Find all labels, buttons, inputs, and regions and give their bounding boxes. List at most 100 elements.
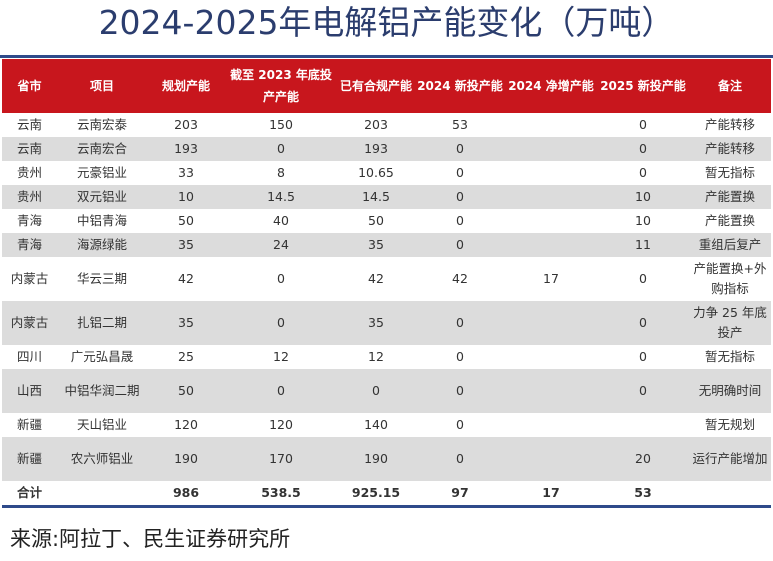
table-cell [505, 233, 597, 257]
table-cell: 扎铝二期 [57, 301, 147, 345]
header-province: 省市 [2, 59, 57, 113]
header-row: 省市 项目 规划产能 截至 2023 年底投产产能 已有合规产能 2024 新投… [2, 59, 771, 113]
table-cell: 170 [225, 437, 337, 481]
table-cell: 0 [415, 437, 505, 481]
table-cell [505, 369, 597, 413]
table-cell: 10 [597, 185, 689, 209]
table-cell: 25 [147, 345, 225, 369]
total-cell: 17 [505, 481, 597, 508]
table-cell: 产能置换+外购指标 [689, 257, 771, 301]
total-cell: 538.5 [225, 481, 337, 508]
header-2025-new-capacity: 2025 新投产能 [597, 59, 689, 113]
table-cell: 35 [147, 301, 225, 345]
total-row: 合计 986 538.5 925.15 97 17 53 [2, 481, 771, 508]
header-2024-net-increase: 2024 净增产能 [505, 59, 597, 113]
table-cell: 青海 [2, 209, 57, 233]
table-row: 内蒙古 扎铝二期 35 0 35 0 0 力争 25 年底投产 [2, 301, 771, 345]
table-cell [505, 209, 597, 233]
table-cell: 53 [415, 113, 505, 137]
table-row: 新疆 农六师铝业 190 170 190 0 20 运行产能增加 [2, 437, 771, 481]
table-cell: 0 [225, 369, 337, 413]
table-cell: 120 [147, 413, 225, 437]
table-cell: 150 [225, 113, 337, 137]
table-row: 贵州 元豪铝业 33 8 10.65 0 0 暂无指标 [2, 161, 771, 185]
table-cell: 云南宏合 [57, 137, 147, 161]
total-cell: 986 [147, 481, 225, 508]
table-cell: 暂无规划 [689, 413, 771, 437]
table-cell: 云南 [2, 137, 57, 161]
table-cell: 天山铝业 [57, 413, 147, 437]
table-cell: 0 [225, 257, 337, 301]
total-cell: 97 [415, 481, 505, 508]
table-cell: 华云三期 [57, 257, 147, 301]
header-compliant-capacity: 已有合规产能 [337, 59, 415, 113]
table-cell: 11 [597, 233, 689, 257]
table-cell: 190 [147, 437, 225, 481]
table-cell: 140 [337, 413, 415, 437]
table-cell: 193 [337, 137, 415, 161]
table-row: 内蒙古 华云三期 42 0 42 42 17 0 产能置换+外购指标 [2, 257, 771, 301]
table-cell: 产能置换 [689, 209, 771, 233]
table-cell: 0 [415, 345, 505, 369]
table-cell: 42 [337, 257, 415, 301]
table-cell: 0 [225, 301, 337, 345]
table-cell [597, 413, 689, 437]
table-cell: 中铝青海 [57, 209, 147, 233]
table-cell [505, 161, 597, 185]
table-cell: 35 [147, 233, 225, 257]
table-cell: 运行产能增加 [689, 437, 771, 481]
table-cell [505, 437, 597, 481]
table-cell: 35 [337, 233, 415, 257]
table-cell: 12 [337, 345, 415, 369]
top-rule [0, 55, 773, 58]
table-cell: 0 [337, 369, 415, 413]
table-cell: 10 [147, 185, 225, 209]
table-cell: 190 [337, 437, 415, 481]
total-cell: 925.15 [337, 481, 415, 508]
table-cell: 产能转移 [689, 113, 771, 137]
table-row: 山西 中铝华润二期 50 0 0 0 0 无明确时间 [2, 369, 771, 413]
table-row: 新疆 天山铝业 120 120 140 0 暂无规划 [2, 413, 771, 437]
table-cell: 四川 [2, 345, 57, 369]
header-2024-new-capacity: 2024 新投产能 [415, 59, 505, 113]
table-cell: 33 [147, 161, 225, 185]
table-cell [505, 301, 597, 345]
table-cell: 14.5 [225, 185, 337, 209]
table-cell: 重组后复产 [689, 233, 771, 257]
table-cell: 203 [147, 113, 225, 137]
table-cell: 暂无指标 [689, 161, 771, 185]
table-cell: 青海 [2, 233, 57, 257]
table-cell: 产能转移 [689, 137, 771, 161]
table-row: 青海 海源绿能 35 24 35 0 11 重组后复产 [2, 233, 771, 257]
table-cell: 0 [597, 257, 689, 301]
table-row: 云南 云南宏合 193 0 193 0 0 产能转移 [2, 137, 771, 161]
table-cell: 0 [597, 369, 689, 413]
table-cell: 中铝华润二期 [57, 369, 147, 413]
table-cell: 海源绿能 [57, 233, 147, 257]
table-cell: 50 [337, 209, 415, 233]
table-cell: 203 [337, 113, 415, 137]
table-cell: 50 [147, 209, 225, 233]
table-cell: 0 [225, 137, 337, 161]
table-cell: 42 [147, 257, 225, 301]
table-cell: 0 [415, 233, 505, 257]
table-cell: 0 [415, 137, 505, 161]
table-cell: 0 [597, 345, 689, 369]
table-cell: 内蒙古 [2, 301, 57, 345]
table-row: 四川 广元弘昌晟 25 12 12 0 0 暂无指标 [2, 345, 771, 369]
table-cell: 0 [415, 413, 505, 437]
capacity-table: 省市 项目 规划产能 截至 2023 年底投产产能 已有合规产能 2024 新投… [2, 59, 771, 508]
table-cell: 暂无指标 [689, 345, 771, 369]
table-cell [505, 413, 597, 437]
table-cell: 20 [597, 437, 689, 481]
table-row: 青海 中铝青海 50 40 50 0 10 产能置换 [2, 209, 771, 233]
header-2023-operating-capacity: 截至 2023 年底投产产能 [225, 59, 337, 113]
page-title: 2024-2025年电解铝产能变化（万吨） [98, 3, 675, 42]
table-cell [505, 137, 597, 161]
header-notes: 备注 [689, 59, 771, 113]
table-cell: 0 [415, 161, 505, 185]
table-cell: 元豪铝业 [57, 161, 147, 185]
table-cell: 10 [597, 209, 689, 233]
table-cell: 广元弘昌晟 [57, 345, 147, 369]
table-cell [505, 185, 597, 209]
